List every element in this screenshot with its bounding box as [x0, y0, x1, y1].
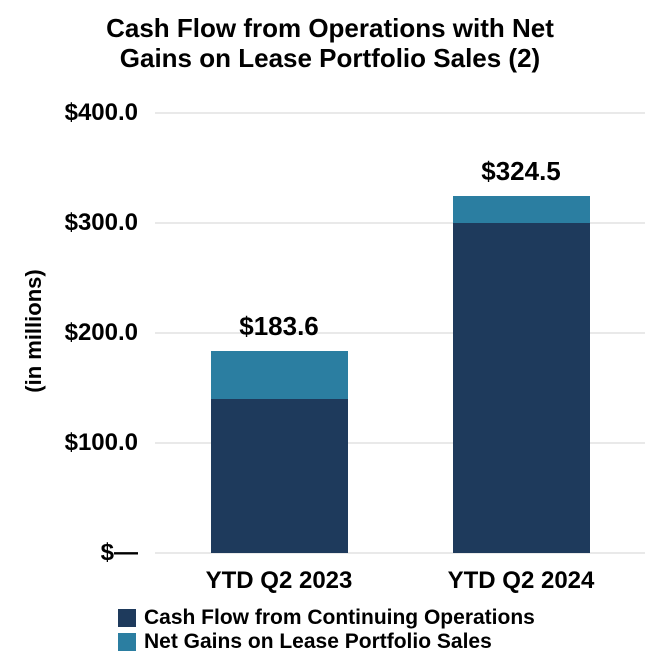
bar-segment-ytd-q2-2024-cash-flow-from-continuing-operations: [452, 223, 590, 553]
legend-label: Cash Flow from Continuing Operations: [144, 606, 535, 629]
y-tick-label-200: $200.0: [64, 319, 138, 346]
legend-swatch-navy: [118, 609, 136, 627]
gridline-300: [155, 222, 645, 224]
bar-segment-ytd-q2-2023-net-gains-on-lease-portfolio-sales: [210, 351, 348, 400]
value-label-ytd-q2-2024: $324.5: [481, 156, 561, 187]
y-tick-label-300: $300.0: [64, 209, 138, 236]
legend-item-net-gains-on-lease-portfolio-sales: Net Gains on Lease Portfolio Sales: [118, 630, 535, 654]
chart-title-line-1: Cash Flow from Operations with Net: [106, 13, 554, 43]
chart-title: Cash Flow from Operations with Net Gains…: [0, 13, 660, 73]
value-label-ytd-q2-2023: $183.6: [239, 311, 319, 342]
x-axis-label-ytd-q2-2023: YTD Q2 2023: [205, 567, 353, 594]
chart-title-line-2: Gains on Lease Portfolio Sales (2): [119, 43, 541, 73]
legend-item-cash-flow-from-continuing-operations: Cash Flow from Continuing Operations: [118, 606, 535, 630]
bar-segment-ytd-q2-2023-cash-flow-from-continuing-operations: [210, 399, 348, 553]
legend-label: Net Gains on Lease Portfolio Sales: [144, 630, 492, 653]
gridline-400: [155, 112, 645, 114]
gridline-200: [155, 332, 645, 334]
x-axis-label-ytd-q2-2024: YTD Q2 2024: [447, 567, 595, 594]
bar-segment-ytd-q2-2024-net-gains-on-lease-portfolio-sales: [452, 196, 590, 223]
y-tick-label-400: $400.0: [64, 99, 138, 126]
y-tick-label-0: $—: [100, 539, 138, 566]
legend: Cash Flow from Continuing Operations Net …: [118, 606, 535, 654]
y-tick-label-100: $100.0: [64, 429, 138, 456]
legend-swatch-teal: [118, 633, 136, 651]
gridline-100: [155, 442, 645, 444]
gridline-0: [155, 552, 645, 554]
